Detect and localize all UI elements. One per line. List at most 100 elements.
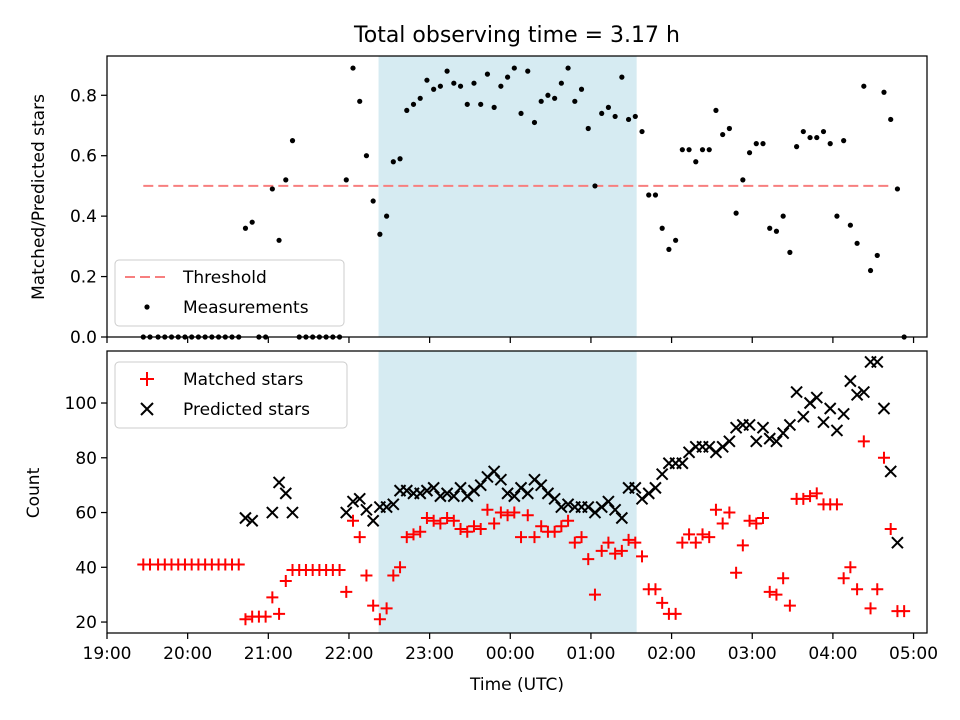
- predicted-star-point: [434, 489, 447, 503]
- matched-star-point: [360, 569, 373, 582]
- predicted-star-point: [676, 457, 689, 470]
- count-y-ticks: 20 40 60 80 100: [65, 394, 107, 633]
- matched-star-point: [602, 536, 615, 549]
- measurement-point: [612, 113, 618, 120]
- matched-star-point: [414, 525, 427, 538]
- measurement-point: [545, 92, 551, 98]
- matched-star-point: [347, 514, 359, 527]
- matched-star-point: [689, 536, 702, 549]
- matched-star-point: [454, 522, 467, 535]
- measurement-point: [518, 110, 524, 117]
- measurement-point: [390, 159, 396, 165]
- x-tick-label: 02:00: [647, 644, 696, 664]
- measurement-point: [726, 125, 732, 132]
- x-tick-label: 04:00: [808, 644, 857, 664]
- predicted-star-point: [655, 467, 669, 481]
- matched-star-point: [636, 550, 649, 563]
- predicted-star-point: [521, 487, 534, 500]
- measurement-point: [565, 65, 571, 71]
- matched-star-point: [333, 564, 346, 577]
- ratio-panel-frame: [106, 55, 928, 338]
- matched-star-point: [830, 498, 843, 511]
- predicted-star-point: [447, 489, 461, 503]
- matched-star-point: [387, 569, 400, 582]
- ratio-legend: Threshold Measurements: [114, 259, 345, 327]
- measurement-point: [625, 116, 632, 123]
- count-legend: Matched stars Predicted stars: [114, 361, 348, 429]
- matched-star-point: [582, 553, 595, 566]
- predicted-star-point: [844, 374, 857, 388]
- matched-star-point: [367, 599, 380, 612]
- predicted-star-point: [279, 487, 292, 500]
- measurement-point: [894, 186, 901, 192]
- predicted-star-point: [723, 435, 736, 448]
- count-y-axis-label: Count: [24, 467, 44, 518]
- matched-star-point: [494, 506, 507, 519]
- predicted-star-point: [770, 435, 783, 448]
- measurement-point: [249, 219, 255, 225]
- matched-star-point: [232, 558, 245, 571]
- measurement-point: [276, 237, 282, 243]
- measurement-point: [888, 116, 894, 123]
- matched-star-point: [508, 506, 521, 519]
- matched-star-point: [709, 503, 722, 516]
- x-tick-label: 00:00: [486, 644, 535, 664]
- measurement-point: [740, 177, 746, 183]
- measurement-point: [552, 95, 558, 101]
- matched-star-point: [777, 572, 790, 585]
- predicted-star-point: [239, 511, 252, 525]
- matched-star-point: [716, 517, 729, 530]
- matched-star-point: [595, 544, 608, 557]
- matched-star-point: [394, 561, 407, 574]
- measurement-point: [478, 101, 484, 107]
- measurement-point: [827, 141, 833, 147]
- matched-star-point: [353, 531, 366, 544]
- predicted-star-point: [440, 487, 454, 500]
- matched-star-point: [434, 517, 447, 530]
- predicted-star-point: [615, 511, 629, 525]
- measurement-point: [424, 77, 430, 83]
- matched-star-point: [649, 583, 662, 596]
- x-tick-label: 01:00: [566, 644, 615, 664]
- matched-star-point: [696, 528, 709, 541]
- chart-title: Total observing time = 3.17 h: [353, 23, 680, 48]
- x-tick-label: 20:00: [163, 644, 212, 664]
- matched-star-point: [804, 490, 817, 503]
- measurement-point: [773, 228, 780, 234]
- measurement-point: [471, 80, 477, 86]
- predicted-star-point: [360, 503, 373, 517]
- measurement-point: [538, 98, 544, 104]
- matched-star-point: [857, 435, 870, 448]
- matched-star-point: [723, 506, 736, 519]
- predicted-star-point: [387, 498, 400, 511]
- measurement-point: [639, 128, 645, 135]
- measurement-point: [686, 147, 692, 153]
- matched-star-point: [407, 528, 420, 541]
- measurement-point: [437, 83, 443, 89]
- matched-star-point: [676, 536, 689, 549]
- measurement-point: [404, 107, 410, 113]
- matched-star-point: [501, 509, 514, 522]
- measurement-point: [646, 192, 652, 198]
- predicted-star-point: [608, 503, 622, 517]
- predicted-star-point: [743, 418, 756, 432]
- predicted-star-point: [340, 506, 353, 519]
- measurement-point: [498, 83, 504, 89]
- predicted-star-point: [850, 388, 864, 402]
- predicted-star-point: [534, 478, 548, 492]
- measurement-point: [679, 147, 685, 153]
- matched-star-point: [481, 503, 494, 516]
- measurement-point: [820, 128, 827, 135]
- measurement-point: [384, 213, 390, 219]
- predicted-star-point: [857, 385, 871, 399]
- y-tick-label: 100: [65, 394, 97, 414]
- x-tick-label: 05:00: [889, 644, 938, 664]
- predicted-star-point: [353, 492, 366, 506]
- matched-star-point: [783, 599, 796, 612]
- legend-predicted-swatch: [140, 402, 154, 416]
- predicted-star-point: [602, 495, 615, 508]
- measurement-point: [780, 213, 786, 219]
- predicted-star-point: [629, 481, 642, 495]
- measurement-point: [578, 86, 585, 92]
- matched-star-point: [273, 607, 286, 620]
